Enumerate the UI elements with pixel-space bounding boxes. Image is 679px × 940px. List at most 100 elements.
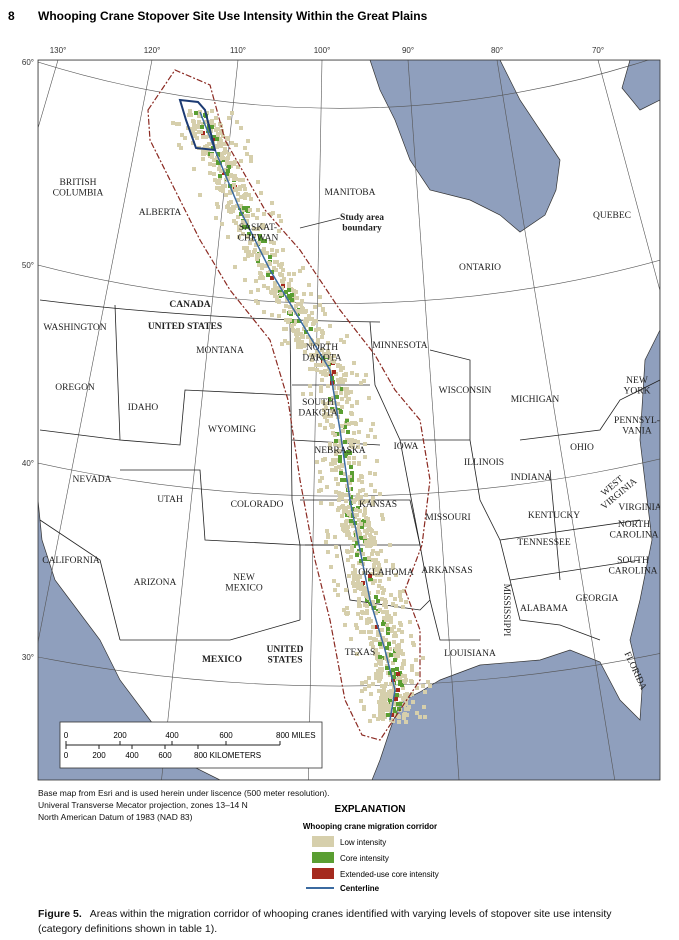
cell [379,573,383,577]
cell [250,253,254,257]
cell [292,272,296,276]
cell [333,433,337,437]
cell [281,281,285,285]
borders [39,299,660,641]
cell [190,127,194,131]
cell [350,471,354,475]
cell [360,689,364,693]
cell [255,257,259,261]
cell [359,418,363,422]
cell [365,618,369,622]
caption: Figure 5. Areas within the migration corr… [38,907,658,937]
border [499,379,660,581]
cell [284,290,288,294]
cell [346,510,350,514]
cell [242,194,246,198]
cell [378,712,382,716]
cell [381,591,385,595]
cell [252,234,256,238]
place-label: ARIZONA [134,578,177,588]
cell [345,419,349,423]
place-label: WASHINGTON [43,323,106,333]
cell [327,401,331,405]
cell [378,655,382,659]
place-label-line: CAROLINA [608,566,657,576]
cell [356,586,360,590]
cell [352,431,356,435]
cell [324,363,328,367]
cell [372,606,376,610]
cell [320,476,324,480]
place-label-line: SOUTH [617,556,649,566]
cell [321,458,325,462]
cell [242,184,246,188]
cell [203,113,207,117]
cell [400,666,404,670]
cell [227,152,231,156]
cell [304,322,308,326]
cell [223,147,227,151]
place-label-line: ALABAMA [520,604,568,614]
cell [363,507,367,511]
cell [270,313,274,317]
cell [328,446,332,450]
place-label-line: BRITISH [60,178,97,188]
place-label-line: NORTH [306,343,338,353]
cell [300,299,304,303]
cell [378,642,382,646]
cell [361,552,365,556]
cell [238,178,242,182]
cell [364,373,368,377]
cell [292,289,296,293]
cell [355,373,359,377]
place-label: NORTH DAKOTA [302,343,341,363]
cell [233,174,237,178]
longitude-label: 120° [144,46,161,55]
cell [426,680,430,684]
cell [340,424,344,428]
cell [380,684,384,688]
cell [226,169,230,173]
cell [179,146,183,150]
cell [354,623,358,627]
scale-label: 0 [64,751,69,760]
cell [369,692,373,696]
cell [401,605,405,609]
cell [201,135,205,139]
cell [256,208,260,212]
cell [294,304,298,308]
cell [357,478,361,482]
cell [369,428,373,432]
cell [349,465,353,469]
cell [270,248,274,252]
cell [204,135,208,139]
cell [266,273,270,277]
cell [195,136,199,140]
cell [241,178,245,182]
cell [385,646,389,650]
cell [270,290,274,294]
cell [287,285,291,289]
cell [326,535,330,539]
cell [367,556,371,560]
cell [257,263,261,267]
cell [357,604,361,608]
place-label: SOUTH CAROLINA [608,556,657,576]
cell [203,145,207,149]
cell [294,338,298,342]
cell [399,598,403,602]
cell [423,715,427,719]
explanation-title: EXPLANATION [335,804,406,815]
cell [336,402,340,406]
cell [171,121,175,125]
cell [191,131,195,135]
cell [357,430,361,434]
cell [373,435,377,439]
cell [289,305,293,309]
cell [256,227,260,231]
cell [298,269,302,273]
cell [269,240,273,244]
cell [358,509,362,513]
cell [333,535,337,539]
cell [340,463,344,467]
